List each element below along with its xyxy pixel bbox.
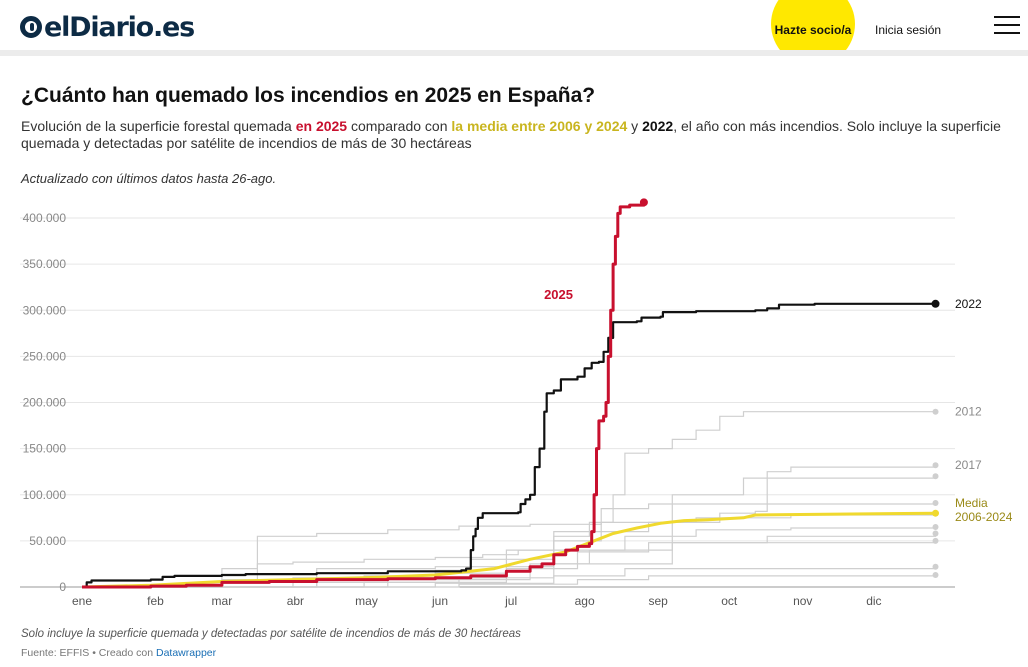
logo-text: elDiario.es [44, 11, 195, 43]
y-tick-label: 50.000 [29, 534, 66, 548]
burned-area-line-chart: 0 50.000 100.000 150.000 200.000 250.000 300.0… [20, 198, 1013, 608]
subtitle-highlight-media: la media entre 2006 y 2024 [451, 118, 628, 134]
datawrapper-link[interactable]: Datawrapper [156, 647, 217, 659]
subtitle-part1: Evolución de la superficie forestal quem… [21, 118, 296, 134]
x-tick-label-abr: abr [287, 594, 304, 608]
label-media: Media 2006-2024 [955, 496, 1013, 524]
series-other-year-line [82, 411, 936, 588]
series-other-year-endpoint [932, 563, 939, 570]
x-tick-label-mar: mar [212, 594, 233, 608]
series-other-year-endpoint [932, 500, 939, 507]
series-other-year-line [82, 513, 937, 588]
series-other-year-line [82, 575, 937, 588]
header-divider [0, 50, 1028, 56]
series-other-year-endpoint [932, 473, 939, 480]
series-other-year-endpoint [932, 572, 939, 579]
x-tick-label-may: may [355, 594, 378, 608]
label-media-line: 2006-2024 [955, 510, 1013, 524]
hazte-socio-button[interactable]: Hazte socio/a [771, 0, 855, 50]
x-tick-label-jul: jul [504, 594, 517, 608]
x-tick-label-oct: oct [721, 594, 738, 608]
x-tick-label-sep: sep [648, 594, 668, 608]
y-tick-label: 100.000 [23, 488, 67, 502]
series-2025-line [82, 202, 646, 589]
source-prefix: Fuente: EFFIS • Creado con [21, 647, 156, 659]
label-2025: 2025 [544, 287, 573, 302]
label-media-line: Media [955, 496, 988, 510]
logo-mark-icon [20, 16, 42, 38]
footnote: Solo incluye la superficie quemada y det… [21, 628, 521, 640]
y-tick-label: 250.000 [23, 349, 67, 363]
subtitle-part3: y [627, 118, 643, 134]
x-tick-label-dic: dic [866, 594, 881, 608]
hamburger-menu-icon[interactable] [994, 16, 1020, 36]
label-year-2012: 2012 [955, 405, 982, 419]
series-other-year-endpoint [932, 530, 939, 537]
label-2022: 2022 [955, 297, 982, 311]
series-other-year-line [82, 566, 937, 588]
y-tick-label: 150.000 [23, 442, 67, 456]
y-tick-label: 350.000 [23, 257, 67, 271]
x-tick-label-feb: feb [147, 594, 164, 608]
series-other-year-endpoint [932, 408, 939, 415]
subtitle-highlight-2025: en 2025 [295, 118, 348, 134]
x-tick-label-ene: ene [72, 594, 92, 608]
y-tick-label: 0 [59, 580, 66, 594]
x-tick-label-nov: nov [793, 594, 812, 608]
label-year-2017: 2017 [955, 458, 982, 472]
socio-label: Hazte socio/a [774, 23, 852, 37]
site-logo[interactable]: elDiario.es [20, 10, 195, 44]
x-tick-label-jun: jun [431, 594, 448, 608]
series-2022-line [82, 302, 936, 589]
chart-subtitle: Evolución de la superficie forestal quem… [21, 118, 1011, 152]
series-2022-endpoint [931, 299, 940, 308]
y-tick-label: 200.000 [23, 396, 67, 410]
series-other-year-endpoint [932, 537, 939, 544]
login-link[interactable]: Inicia sesión [875, 23, 942, 37]
series-media-endpoint [932, 509, 940, 517]
series-other-year-endpoint [932, 524, 939, 531]
chart-title: ¿Cuánto han quemado los incendios en 202… [21, 84, 596, 107]
y-tick-label: 300.000 [23, 303, 67, 317]
updated-note: Actualizado con últimos datos hasta 26-a… [21, 171, 277, 186]
top-bar: elDiario.es Hazte socio/a Inicia sesión [0, 0, 1028, 50]
subtitle-highlight-2022: 2022 [642, 118, 674, 134]
subtitle-part2: comparado con [347, 118, 452, 134]
socio-yellow-circle [771, 0, 855, 50]
y-tick-label: 400.000 [23, 211, 67, 225]
subtitle-part4: , el año con más incendios. Solo incluye… [21, 118, 1001, 151]
x-tick-label-ago: ago [575, 594, 595, 608]
series-2025-endpoint [639, 198, 648, 207]
series-other-year-line [82, 533, 937, 588]
series-other-year-endpoint [932, 462, 939, 469]
source-line: Fuente: EFFIS • Creado con Datawrapper [21, 647, 216, 659]
